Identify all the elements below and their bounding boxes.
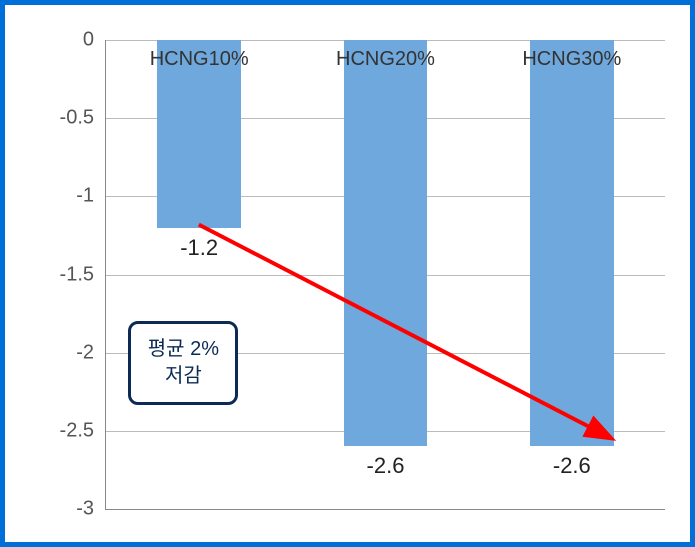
bar-hcng20 — [344, 40, 428, 446]
category-label: HCNG10% — [150, 48, 249, 71]
ytick-label: -2 — [76, 341, 94, 364]
category-label: HCNG20% — [336, 48, 435, 71]
annotation-box: 평균 2% 저감 — [128, 321, 238, 405]
ytick-label: -1 — [76, 185, 94, 208]
value-label: -2.6 — [367, 453, 405, 479]
ytick-label: 0 — [83, 29, 94, 52]
chart-plot-area: 0 -0.5 -1 -1.5 -2 -2.5 -3 HCNG10% HCNG20… — [105, 40, 665, 510]
value-label: -2.6 — [553, 453, 591, 479]
value-label: -1.2 — [180, 235, 218, 261]
bar-hcng30 — [530, 40, 614, 446]
ytick-label: -1.5 — [60, 263, 94, 286]
annotation-line-2: 저감 — [139, 363, 227, 390]
plot-region: 0 -0.5 -1 -1.5 -2 -2.5 -3 HCNG10% HCNG20… — [105, 40, 665, 510]
ytick-label: -3 — [76, 498, 94, 521]
category-label: HCNG30% — [522, 48, 621, 71]
ytick-label: -2.5 — [60, 419, 94, 442]
annotation-line-1: 평균 2% — [139, 336, 227, 363]
chart-frame: 0 -0.5 -1 -1.5 -2 -2.5 -3 HCNG10% HCNG20… — [0, 0, 695, 547]
ytick-label: -0.5 — [60, 107, 94, 130]
